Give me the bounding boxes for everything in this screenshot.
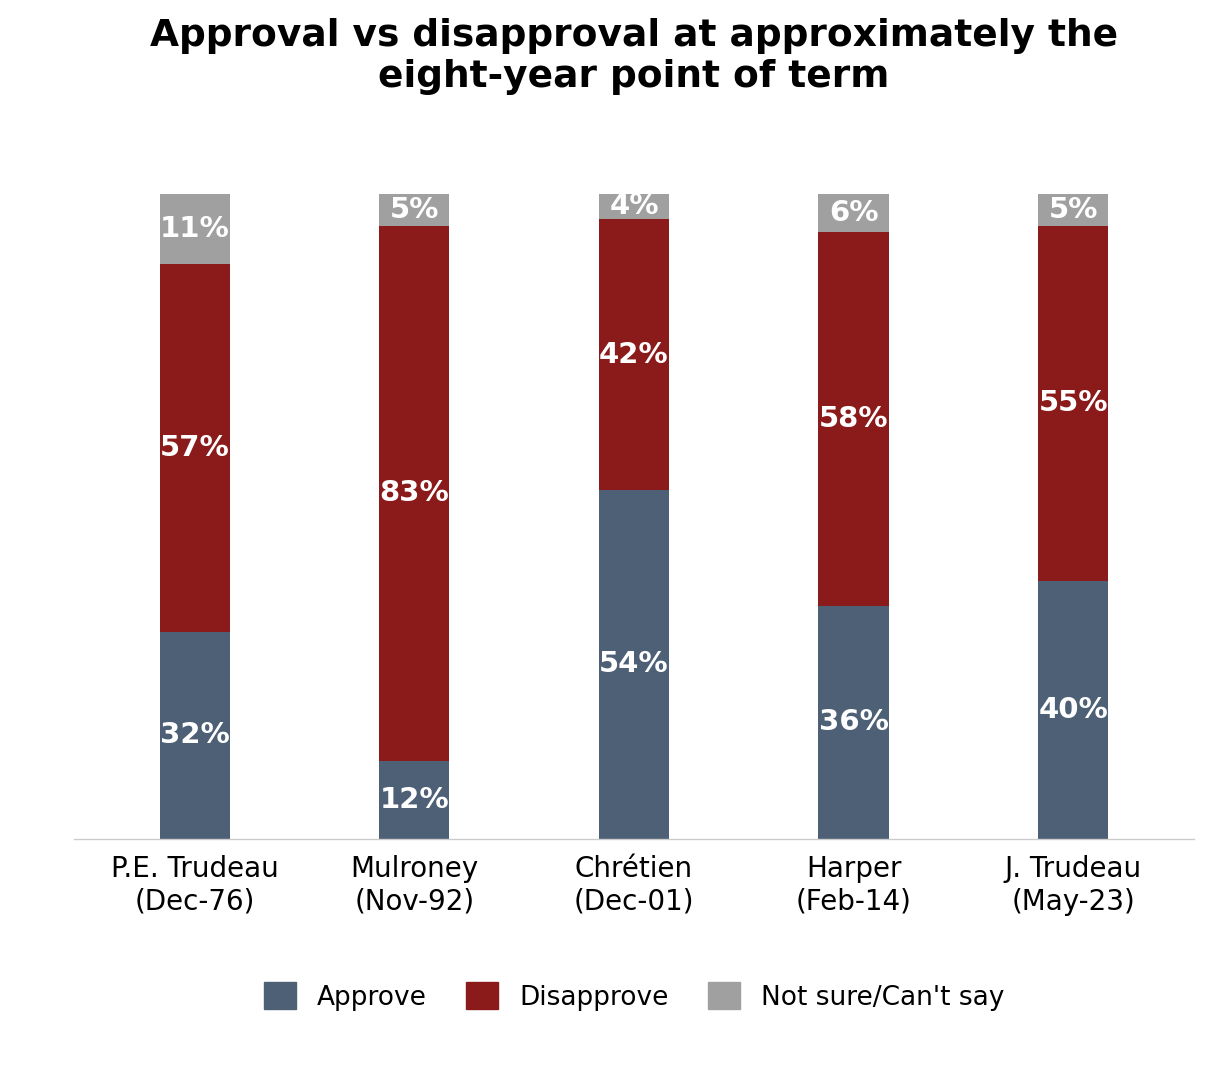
Text: 54%: 54% — [599, 650, 668, 678]
Bar — [379, 226, 449, 761]
Bar — [598, 219, 670, 490]
Bar — [160, 264, 230, 632]
Title: Approval vs disapproval at approximately the
eight-year point of term: Approval vs disapproval at approximately… — [150, 17, 1118, 96]
Bar — [379, 194, 449, 226]
Text: 12%: 12% — [379, 786, 449, 814]
Bar — [1038, 580, 1108, 838]
Text: 42%: 42% — [599, 341, 668, 369]
Bar — [819, 194, 889, 232]
Bar — [160, 194, 230, 264]
Bar — [819, 606, 889, 838]
Bar — [1038, 226, 1108, 580]
Text: 4%: 4% — [609, 192, 659, 220]
Text: 58%: 58% — [819, 405, 889, 433]
Bar — [819, 232, 889, 606]
Text: 6%: 6% — [828, 199, 879, 227]
Bar — [598, 490, 670, 838]
Text: 32%: 32% — [160, 721, 229, 749]
Bar — [1038, 194, 1108, 226]
Text: 36%: 36% — [819, 708, 889, 736]
Text: 57%: 57% — [160, 434, 229, 462]
Bar — [379, 761, 449, 838]
Bar — [160, 632, 230, 838]
Text: 5%: 5% — [1049, 196, 1098, 224]
Text: 40%: 40% — [1039, 696, 1108, 723]
Text: 83%: 83% — [379, 479, 449, 507]
Text: 55%: 55% — [1039, 389, 1108, 417]
Legend: Approve, Disapprove, Not sure/Can't say: Approve, Disapprove, Not sure/Can't say — [251, 970, 1017, 1024]
Text: 5%: 5% — [390, 196, 439, 224]
Text: 11%: 11% — [160, 215, 229, 243]
Bar — [598, 194, 670, 219]
